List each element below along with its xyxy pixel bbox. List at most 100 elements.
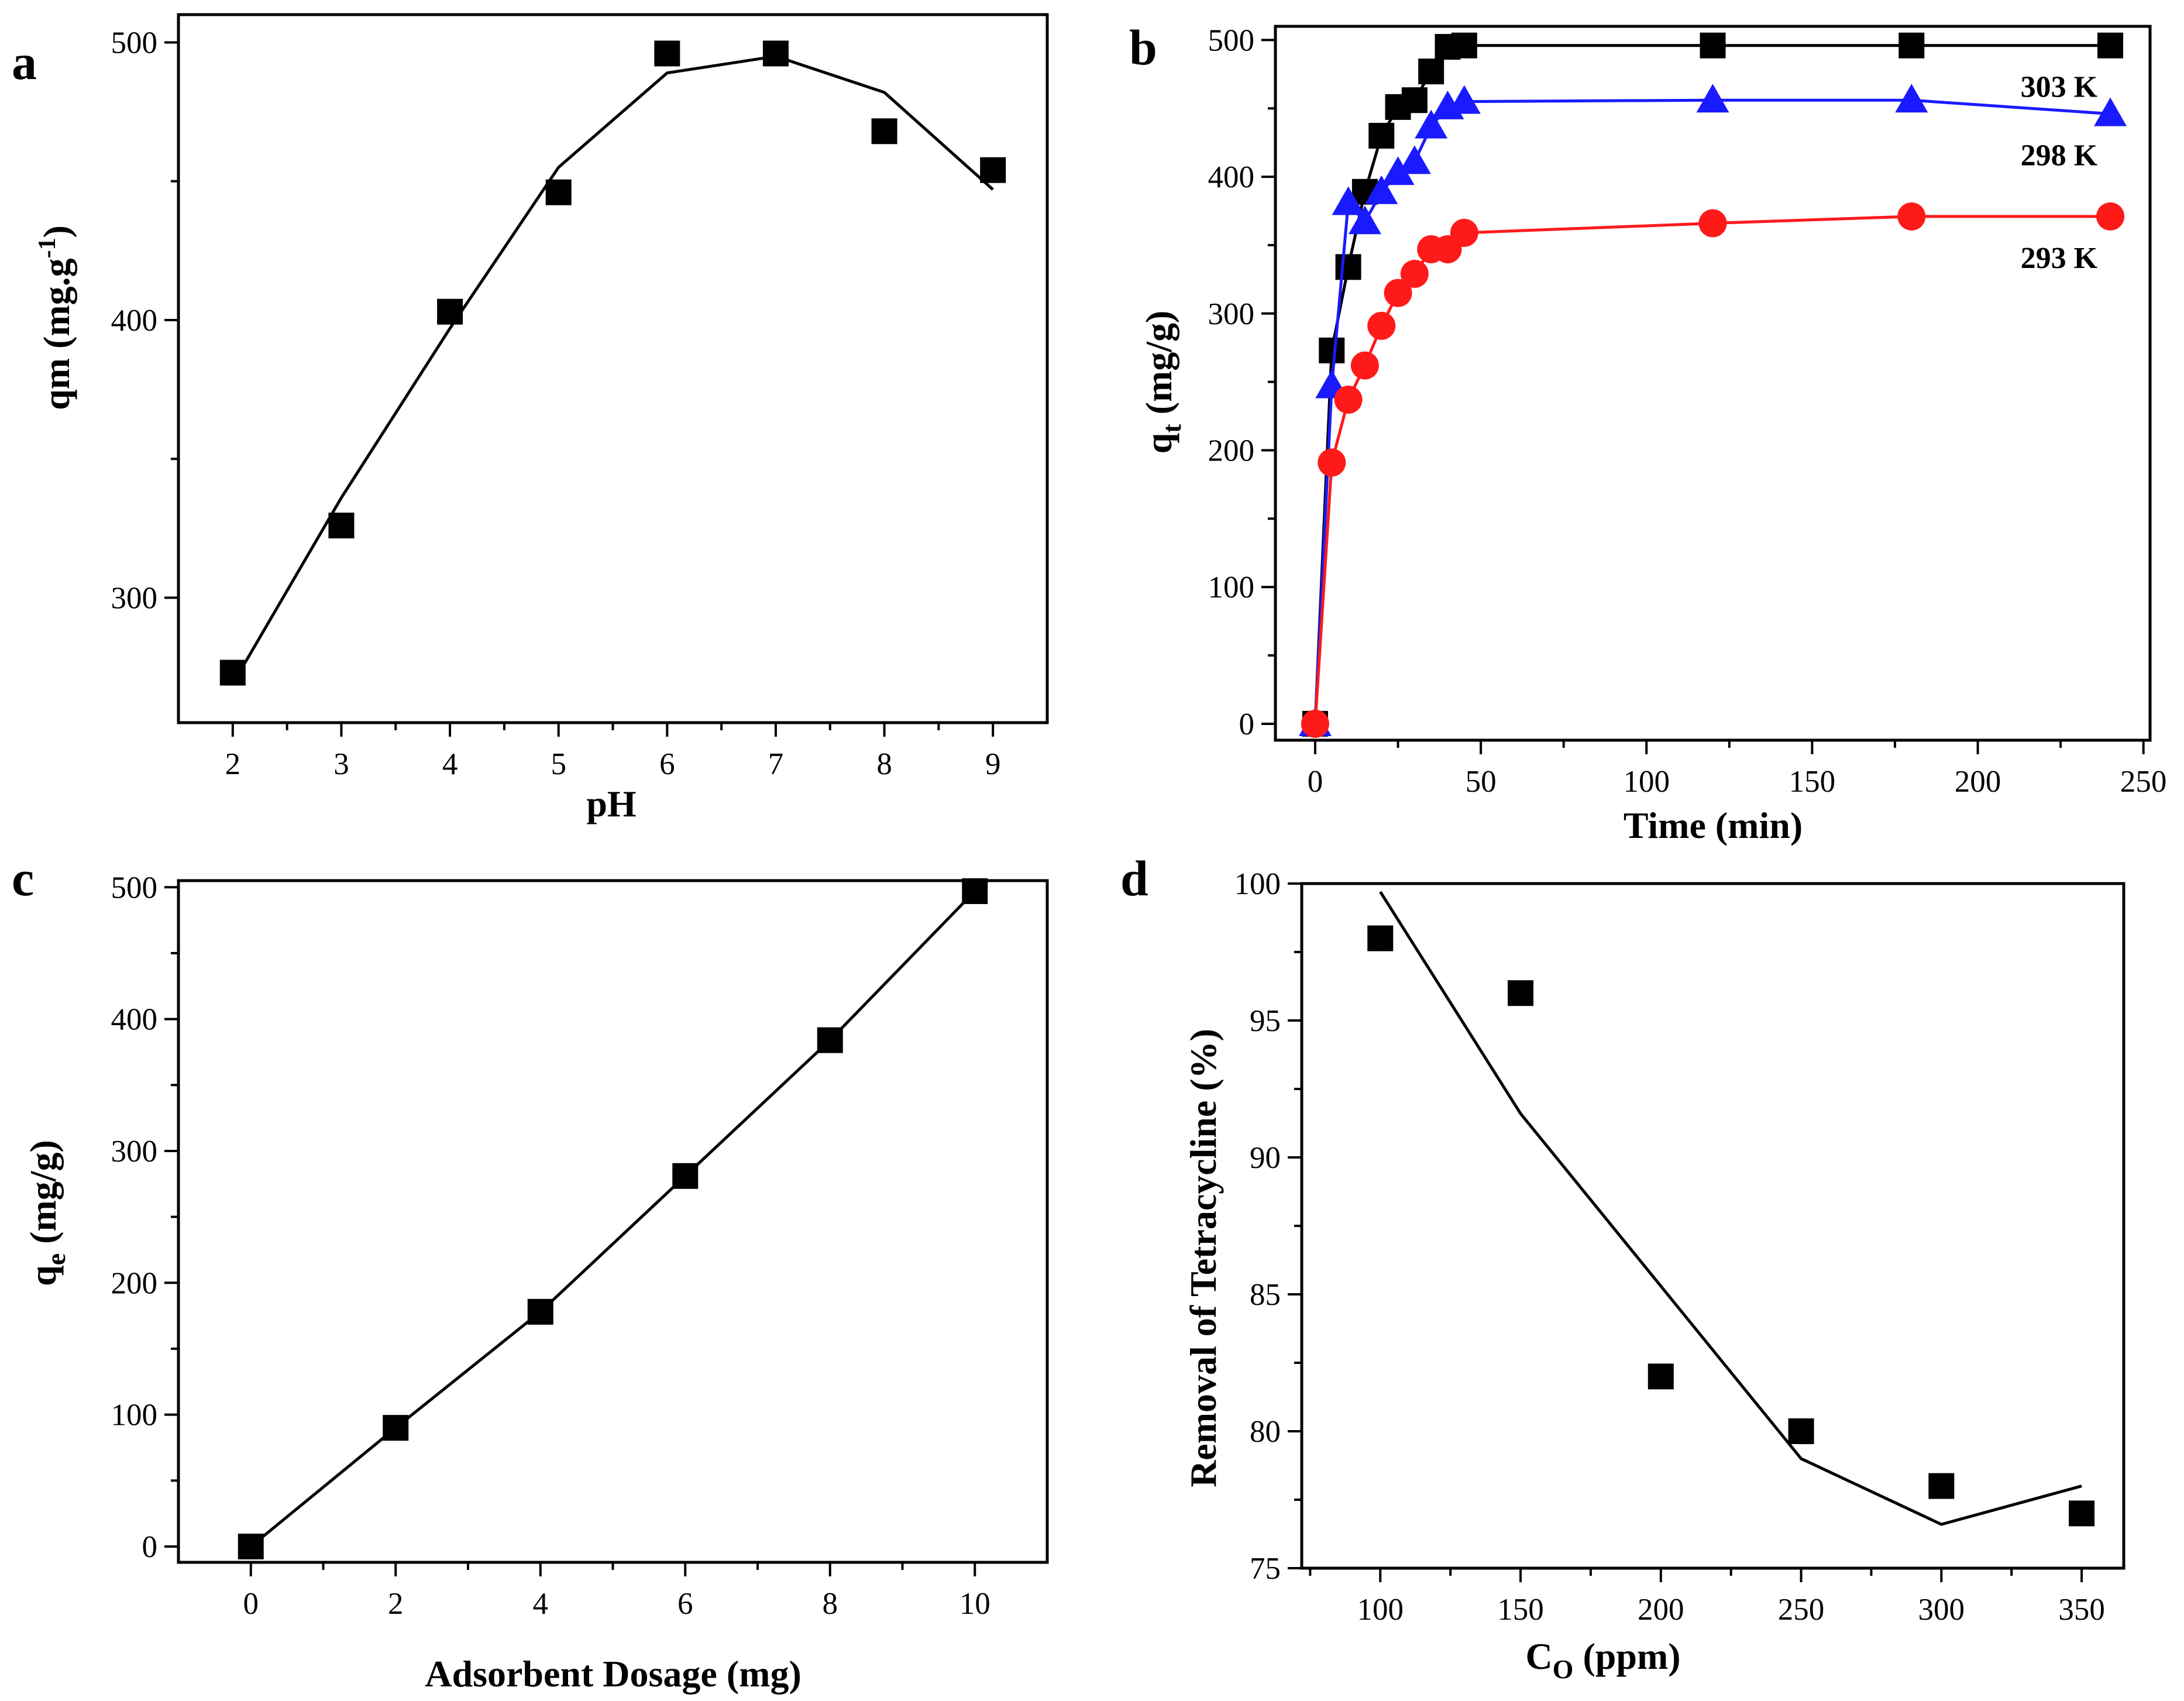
panel-d-x-tick-label: 150 bbox=[1497, 1593, 1544, 1627]
panel-d-chart: d CO (ppm) Removal of Tetracycline (%) 1… bbox=[1120, 850, 2125, 1684]
panel-b-series-298-k-point bbox=[1332, 186, 1365, 215]
panel-b-plot-frame bbox=[1274, 25, 2152, 742]
panel-d-x-tick-label: 250 bbox=[1778, 1593, 1825, 1627]
panel-b-series-298-k-point bbox=[1381, 156, 1415, 185]
panel-d-series-experimental-point bbox=[1648, 1363, 1674, 1390]
panel-b-series-298-k-point bbox=[1365, 175, 1398, 204]
panel-a-x-tick-label: 3 bbox=[333, 747, 349, 781]
panel-d-x-tick-label: 300 bbox=[1918, 1593, 1965, 1627]
panel-b-series-303-k-point bbox=[1418, 59, 1444, 85]
panel-b-x-tick-label: 200 bbox=[1955, 765, 2001, 799]
panel-b-x-tick-label: 0 bbox=[1308, 765, 1323, 799]
panel-c-y-tick-label: 300 bbox=[111, 1135, 158, 1169]
panel-a-x-axis-label: pH bbox=[586, 783, 636, 824]
panel-a-x-tick-label: 2 bbox=[225, 747, 241, 781]
panel-b-series-label-293-k: 293 K bbox=[2021, 242, 2098, 275]
panel-a-label: a bbox=[12, 34, 37, 90]
panel-b-y-tick-label: 500 bbox=[1208, 23, 1255, 57]
panel-b-y-tick-label: 300 bbox=[1208, 297, 1255, 331]
panel-b-x-tick-label: 150 bbox=[1789, 765, 1836, 799]
panel-d-y-tick-label: 85 bbox=[1250, 1278, 1281, 1312]
panel-b-series-293-k-point bbox=[1318, 448, 1346, 477]
panel-b-series-303-k-point bbox=[1898, 32, 1925, 59]
panel-b-series-293-k-point bbox=[1450, 218, 1478, 247]
panel-c-series-dosage-point bbox=[817, 1027, 843, 1053]
panel-c-y-tick-label: 400 bbox=[111, 1003, 158, 1037]
panel-a-series-experimental-point bbox=[328, 513, 355, 539]
panel-a-series-experimental-point bbox=[437, 298, 463, 325]
panel-b-series-293-k-point bbox=[1897, 202, 1926, 231]
panel-d-y-tick-label: 80 bbox=[1250, 1415, 1281, 1449]
panel-b-y-tick-label: 0 bbox=[1239, 707, 1255, 741]
panel-a-y-tick-label: 500 bbox=[111, 26, 158, 60]
panel-b-x-axis-label: Time (min) bbox=[1624, 805, 1803, 846]
panel-a-series-fit-line bbox=[231, 54, 994, 685]
panel-c-x-tick-label: 0 bbox=[243, 1587, 259, 1621]
panel-a-x-tick-label: 4 bbox=[442, 747, 458, 781]
panel-b-series-298-k-point bbox=[1415, 109, 1448, 139]
panel-b-series-label-298-k: 298 K bbox=[2021, 139, 2098, 173]
panel-d-series-experimental-point bbox=[1367, 925, 1394, 951]
panel-b-x-tick-label: 50 bbox=[1466, 765, 1497, 799]
panel-c-series-dosage-line bbox=[250, 890, 976, 1548]
panel-a-y-tick-label: 300 bbox=[111, 581, 158, 615]
panel-c-label: c bbox=[12, 850, 34, 906]
panel-a-series-experimental-point bbox=[871, 118, 897, 145]
panel-b-y-tick-label: 400 bbox=[1208, 160, 1255, 194]
panel-a-x-tick-label: 8 bbox=[876, 747, 892, 781]
panel-c-series-dosage-point bbox=[238, 1533, 264, 1559]
panel-b-x-tick-label: 250 bbox=[2120, 765, 2167, 799]
panel-a-series-experimental-point bbox=[654, 40, 680, 67]
panel-b-series-293-k-point bbox=[1334, 386, 1363, 414]
panel-b-series-303-k-point bbox=[1368, 122, 1395, 149]
panel-c-series-dosage-point bbox=[383, 1415, 409, 1441]
panel-c-x-tick-label: 10 bbox=[959, 1587, 990, 1621]
panel-c-y-tick-label: 500 bbox=[111, 871, 158, 905]
panel-a-x-tick-label: 7 bbox=[768, 747, 784, 781]
panel-b-series-303-k-point bbox=[2097, 32, 2124, 59]
panel-c-chart: c Adsorbent Dosage (mg) qe (mg/g) 0 2 4 6 8 1… bbox=[12, 850, 1049, 1695]
panel-d-x-tick-label: 100 bbox=[1357, 1593, 1404, 1627]
panel-b-series-293-k-point bbox=[1384, 279, 1412, 307]
panel-c-series-dosage-point bbox=[672, 1163, 699, 1189]
panel-b-series-303-k-point bbox=[1319, 337, 1345, 363]
panel-c-x-tick-label: 6 bbox=[677, 1587, 693, 1621]
panel-d-x-axis-label: CO (ppm) bbox=[1525, 1635, 1680, 1684]
panel-d-x-tick-label: 350 bbox=[2058, 1593, 2105, 1627]
panel-c-y-tick-label: 0 bbox=[142, 1530, 158, 1564]
panel-c-x-axis-label: Adsorbent Dosage (mg) bbox=[425, 1653, 802, 1695]
panel-c-y-tick-label: 100 bbox=[111, 1398, 158, 1432]
panel-b-series-298-k-point bbox=[1895, 84, 1928, 113]
panel-d-y-tick-label: 75 bbox=[1250, 1552, 1281, 1586]
panel-b-series-293-k-point bbox=[1367, 311, 1396, 340]
panel-a-y-tick-label: 400 bbox=[111, 304, 158, 338]
panel-d-y-tick-label: 95 bbox=[1250, 1004, 1281, 1038]
panel-d-y-tick-label: 100 bbox=[1234, 867, 1281, 901]
panel-d-series-experimental-point bbox=[1788, 1418, 1814, 1444]
panel-b-series-298-k-point bbox=[2094, 97, 2127, 126]
panel-b-y-axis-label: qt (mg/g) bbox=[1138, 311, 1186, 454]
panel-b-series-293-k-point bbox=[2096, 202, 2125, 231]
panel-b-series-303-k-point bbox=[1401, 87, 1428, 114]
panel-b-x-tick-label: 100 bbox=[1623, 765, 1670, 799]
panel-b-chart: b Time (min) qt (mg/g) 0 50 100 150 200 250 0 1… bbox=[1129, 19, 2166, 846]
panel-d-x-tick-label: 200 bbox=[1638, 1593, 1684, 1627]
panel-b-label: b bbox=[1129, 19, 1157, 75]
panel-d-series-fit-line bbox=[1379, 891, 2082, 1526]
panel-d-label: d bbox=[1120, 850, 1148, 906]
panel-b-y-tick-label: 100 bbox=[1208, 571, 1255, 604]
panel-a-x-tick-label: 5 bbox=[551, 747, 566, 781]
panel-b-series-293-k-point bbox=[1698, 209, 1727, 238]
panel-d-series-experimental-point bbox=[1508, 980, 1534, 1006]
panel-b-series-298-k-point bbox=[1348, 205, 1381, 235]
panel-b-series-298-k-point bbox=[1398, 145, 1431, 174]
panel-a-series-experimental-point bbox=[545, 179, 572, 205]
panel-b-y-tick-label: 200 bbox=[1208, 434, 1255, 468]
panel-a-chart: a pH qm (mg.g-1) 2 3 4 5 6 7 8 9 300 400 500 bbox=[12, 13, 1049, 824]
panel-d-y-axis-label: Removal of Tetracycline (%) bbox=[1182, 1029, 1224, 1487]
panel-a-y-axis-label: qm (mg.g-1) bbox=[34, 225, 77, 410]
panel-b-series-303-k-point bbox=[1335, 254, 1361, 280]
panel-c-y-axis-label: qe (mg/g) bbox=[22, 1140, 71, 1286]
panel-a-series-experimental-point bbox=[762, 40, 789, 67]
